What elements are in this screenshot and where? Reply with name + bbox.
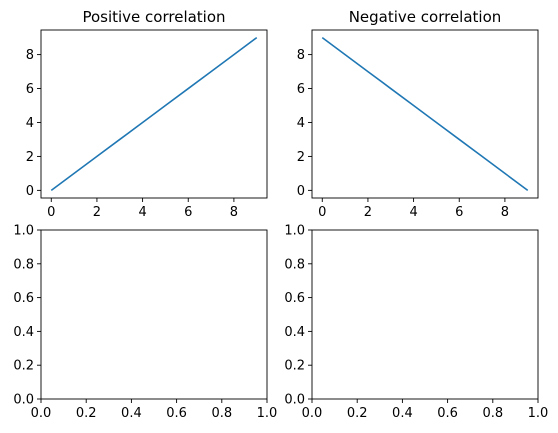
subplot-2: 0 2 4 6 8 0 2 4 6 8 Negative correlation: [297, 8, 539, 220]
axes-frame: [40, 29, 268, 199]
x-tick-label: 1.0: [528, 406, 549, 421]
series-line-2-1: [321, 36, 529, 192]
subplot-3: 0.0 0.2 0.4 0.6 0.8 1.0 0.0 0.2 0.4 0.6 0.8 1.0: [13, 224, 277, 422]
x-tick-label: 0.4: [392, 406, 413, 421]
subplot-title: Negative correlation: [349, 8, 502, 26]
y-tick-label: 0.6: [13, 291, 34, 306]
y-tick-label: 0: [297, 184, 305, 199]
x-tick-label: 6: [455, 205, 463, 220]
y-tick-label: 0.4: [13, 325, 34, 340]
x-tick-label: 2: [364, 205, 372, 220]
x-tick-label: 0: [318, 205, 326, 220]
y-tick-label: 4: [26, 116, 34, 131]
y-tick-label: 6: [297, 82, 305, 97]
y-tick-label: 8: [297, 48, 305, 63]
y-tick-label: 0.4: [284, 325, 305, 340]
x-tick-label: 0.0: [302, 406, 323, 421]
subplot-4: 0.0 0.2 0.4 0.6 0.8 1.0 0.0 0.2 0.4 0.6 0.8 1.0: [284, 224, 548, 422]
x-tick-label: 0.6: [437, 406, 458, 421]
x-tick-label: 0: [47, 205, 55, 220]
axes-frame: [311, 229, 539, 400]
y-tick-label: 8: [26, 48, 34, 63]
y-tick-label: 0.6: [284, 291, 305, 306]
x-tick-label: 0.8: [211, 406, 232, 421]
y-tick-label: 4: [297, 116, 305, 131]
x-tick-label: 0.4: [121, 406, 142, 421]
x-tick-label: 0.2: [347, 406, 368, 421]
axes-frame: [40, 229, 268, 400]
x-tick-label: 8: [230, 205, 238, 220]
x-tick-label: 1.0: [257, 406, 278, 421]
y-tick-label: 0.8: [13, 257, 34, 272]
y-tick-label: 0.8: [284, 257, 305, 272]
y-tick-label: 0.2: [284, 359, 305, 374]
x-tick-label: 8: [501, 205, 509, 220]
y-tick-label: 0.0: [284, 393, 305, 408]
subplot-title: Positive correlation: [82, 8, 225, 26]
x-tick-label: 2: [93, 205, 101, 220]
y-tick-label: 1.0: [13, 224, 34, 239]
x-tick-label: 0.6: [166, 406, 187, 421]
y-tick-label: 2: [297, 150, 305, 165]
subplot-1: 0 2 4 6 8 0 2 4 6 8 Positive correlation: [26, 8, 268, 220]
axes-frame: [311, 29, 539, 199]
x-tick-label: 0.2: [76, 406, 97, 421]
y-tick-label: 0.2: [13, 359, 34, 374]
y-tick-label: 2: [26, 150, 34, 165]
x-tick-label: 0.0: [31, 406, 52, 421]
x-tick-label: 4: [138, 205, 146, 220]
series-line-1-1: [50, 36, 258, 192]
x-tick-label: 4: [409, 205, 417, 220]
y-tick-label: 6: [26, 82, 34, 97]
y-tick-label: 0: [26, 184, 34, 199]
x-tick-label: 0.8: [482, 406, 503, 421]
y-tick-label: 1.0: [284, 224, 305, 239]
x-tick-label: 6: [184, 205, 192, 220]
y-tick-label: 0.0: [13, 393, 34, 408]
